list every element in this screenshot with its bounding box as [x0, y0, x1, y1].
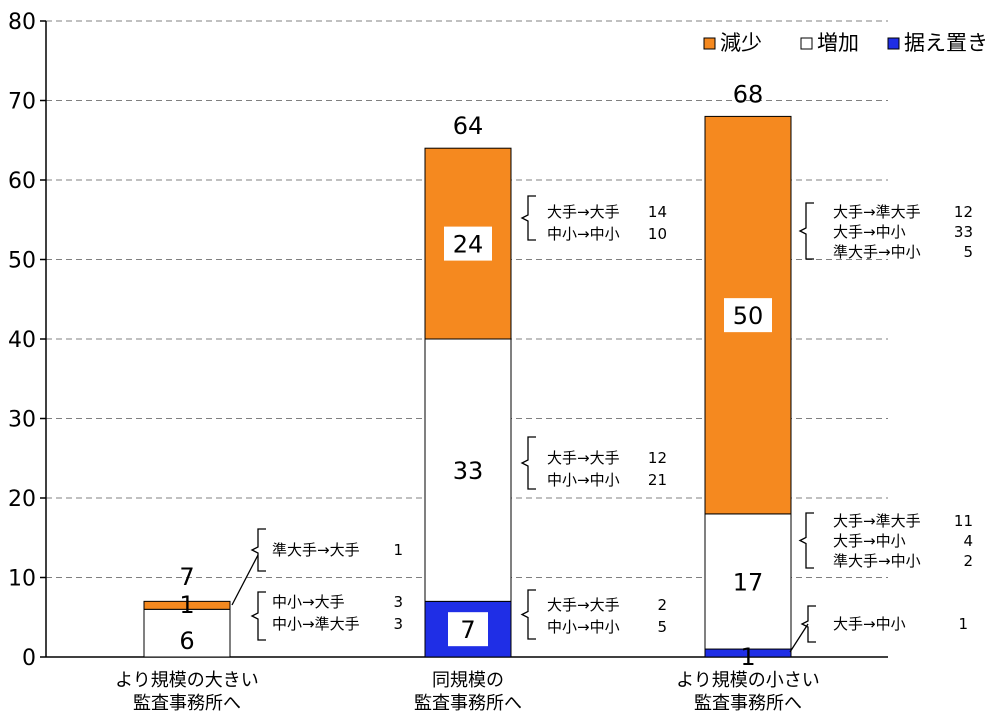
annotation-bracket: [800, 605, 816, 643]
annotation-route: 準大手→大手: [272, 541, 360, 559]
annotation-count: 33: [954, 223, 973, 241]
total-label: 68: [733, 80, 764, 108]
annotation-count: 10: [648, 225, 667, 243]
annotation-count: 21: [648, 471, 667, 489]
legend-label: 減少: [720, 31, 762, 55]
legend-label: 据え置き: [904, 31, 988, 55]
annotation-count: 1: [958, 615, 968, 633]
annotation-route: 大手→中小: [833, 223, 906, 241]
annotation-route: 大手→中小: [833, 532, 906, 550]
annotation-count: 12: [954, 203, 973, 221]
annotation-count: 1: [393, 541, 403, 559]
annotation-leader: [789, 623, 809, 653]
annotation-route: 大手→大手: [547, 596, 620, 614]
annotation-count: 14: [648, 203, 667, 221]
x-category-label: より規模の小さい: [676, 670, 820, 691]
annotation-count: 2: [963, 552, 973, 570]
segment-value-label: 50: [733, 302, 764, 330]
segment-value-label: 17: [733, 568, 764, 596]
legend-swatch: [887, 37, 900, 50]
annotation-count: 3: [393, 593, 403, 611]
annotation-count: 3: [393, 615, 403, 633]
segment-value-label: 7: [460, 616, 475, 644]
annotation-count: 4: [963, 532, 973, 550]
annotation-route: 大手→準大手: [833, 512, 921, 530]
annotation-leader: [231, 554, 259, 606]
annotation-count: 12: [648, 449, 667, 467]
annotation-route: 中小→中小: [547, 225, 620, 243]
segment-value-label: 24: [453, 231, 484, 259]
segment-label-box: [724, 298, 772, 333]
segment-value-label: 33: [453, 457, 484, 485]
y-tick-label: 0: [22, 646, 36, 671]
x-category-label: より規模の大きい: [115, 670, 259, 691]
legend-swatch: [703, 37, 716, 50]
x-category-label: 監査事務所へ: [133, 693, 241, 714]
y-tick-label: 30: [8, 408, 36, 433]
bar-segment: [704, 513, 792, 650]
annotation-bracket: [798, 512, 814, 569]
y-tick-label: 40: [8, 328, 36, 353]
segment-label-box: [444, 226, 492, 261]
annotation-route: 大手→大手: [547, 203, 620, 221]
segment-value-label: 1: [740, 643, 755, 671]
annotation-route: 中小→大手: [272, 593, 345, 611]
annotation-route: 大手→中小: [833, 615, 906, 633]
annotation-route: 大手→準大手: [833, 203, 921, 221]
annotation-route: 大手→大手: [547, 449, 620, 467]
bar-segment: [424, 338, 512, 602]
annotation-route: 中小→中小: [547, 618, 620, 636]
annotation-count: 2: [657, 596, 667, 614]
y-tick-label: 70: [8, 90, 36, 115]
y-tick-label: 80: [8, 10, 36, 35]
bar-segment: [143, 600, 231, 610]
annotation-bracket: [520, 195, 536, 241]
segment-value-label: 6: [179, 627, 194, 655]
y-tick-label: 10: [8, 567, 36, 592]
annotation-bracket: [520, 436, 536, 490]
annotation-route: 中小→中小: [547, 471, 620, 489]
y-tick-label: 20: [8, 487, 36, 512]
annotation-route: 中小→準大手: [272, 615, 360, 633]
annotation-route: 準大手→中小: [833, 243, 921, 261]
segment-label-box: [448, 612, 488, 647]
legend-swatch: [800, 37, 813, 50]
total-label: 64: [453, 112, 484, 140]
y-tick-label: 50: [8, 249, 36, 274]
annotation-bracket: [520, 589, 536, 640]
y-tick-label: 60: [8, 169, 36, 194]
x-category-label: 同規模の: [432, 670, 504, 691]
x-category-label: 監査事務所へ: [694, 693, 802, 714]
annotation-count: 5: [963, 243, 973, 261]
segment-value-label: 1: [179, 591, 194, 619]
total-label: 7: [179, 563, 194, 591]
annotation-bracket: [250, 591, 266, 641]
legend-label: 増加: [817, 31, 859, 55]
annotation-count: 11: [954, 512, 973, 530]
annotation-bracket: [798, 202, 814, 260]
annotation-bracket: [250, 528, 266, 572]
annotation-count: 5: [657, 618, 667, 636]
annotation-route: 準大手→中小: [833, 552, 921, 570]
x-category-label: 監査事務所へ: [414, 693, 522, 714]
